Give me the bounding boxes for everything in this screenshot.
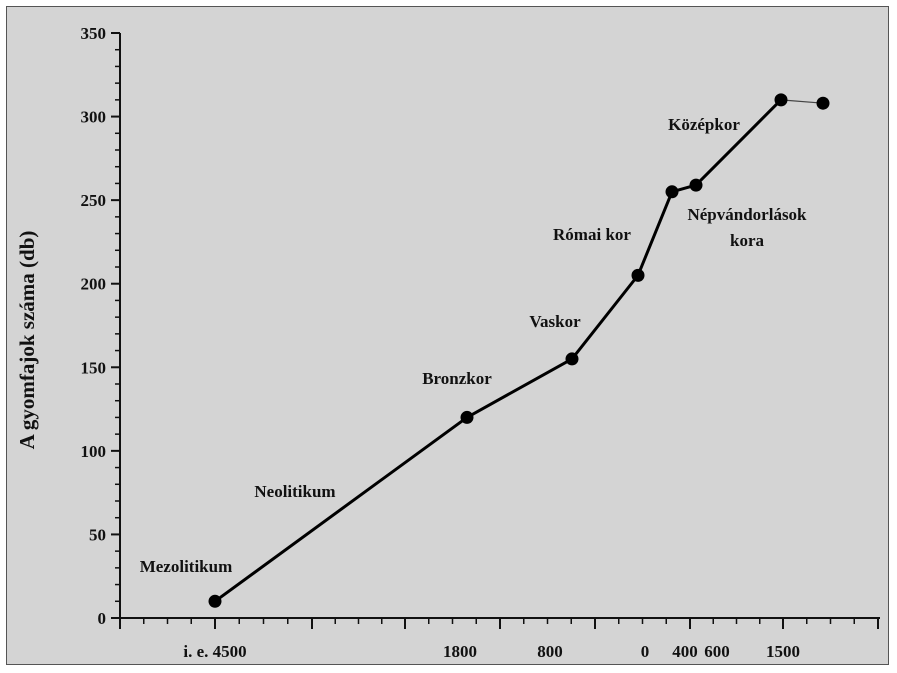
x-tick-label: 0 [641, 642, 650, 661]
x-tick-labels: i. e. 4500 1800 800 0 400 600 1500 [183, 642, 800, 661]
y-tick-label: 150 [81, 358, 107, 377]
series-main-line [214, 98, 783, 603]
period-annotations: Mezolitikum Neolitikum Bronzkor Vaskor Római… [140, 115, 807, 576]
axes [119, 33, 880, 619]
y-tick-label: 350 [81, 24, 107, 43]
data-point [665, 185, 679, 199]
annotation-label: Népvándorlások kora [687, 205, 807, 250]
data-point [565, 352, 579, 366]
annotation-label: Római kor [553, 225, 631, 244]
x-tick-label: 800 [537, 642, 563, 661]
x-tick-label: 400 [672, 642, 698, 661]
data-point [631, 268, 645, 282]
x-tick-label: i. e. 4500 [183, 642, 246, 661]
y-tick-label: 50 [89, 525, 106, 544]
data-point [208, 594, 222, 608]
y-tick-label: 200 [81, 275, 107, 294]
annotation-label: Vaskor [529, 312, 581, 331]
y-tick-label: 300 [81, 108, 107, 127]
annotation-label: Középkor [668, 115, 740, 134]
data-point [689, 178, 703, 192]
annotation-label: Bronzkor [422, 369, 492, 388]
tick-marks [111, 32, 879, 629]
chart-frame [6, 6, 889, 665]
y-tick-label: 0 [98, 609, 107, 628]
annotation-label: Mezolitikum [140, 557, 233, 576]
x-tick-label: 1800 [443, 642, 477, 661]
x-tick-label: 600 [704, 642, 730, 661]
annotation-label: Neolitikum [254, 482, 335, 501]
data-points [208, 93, 830, 608]
y-axis-title: A gyomfajok száma (db) [15, 231, 39, 450]
data-point [816, 96, 830, 110]
x-tick-label: 1500 [766, 642, 800, 661]
data-point [774, 93, 788, 107]
data-point [460, 410, 474, 424]
y-tick-label: 250 [81, 191, 107, 210]
y-tick-labels: 0 50 100 150 200 250 300 350 [81, 24, 107, 628]
series-line [214, 98, 824, 603]
series-tail-line [780, 99, 824, 104]
y-tick-label: 100 [81, 442, 107, 461]
